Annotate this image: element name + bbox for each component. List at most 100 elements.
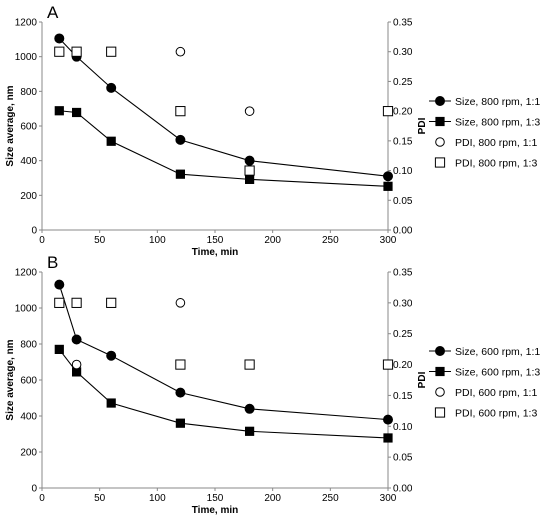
data-point: [383, 171, 393, 182]
panel-label: A: [47, 3, 59, 22]
y-tick-label: 600: [20, 376, 37, 387]
data-point: [175, 169, 185, 179]
x-tick-label: 50: [94, 493, 106, 504]
y-tick-label: 400: [20, 412, 37, 423]
y2-tick-label: 0.20: [393, 360, 413, 371]
series-2: [54, 344, 393, 443]
x-tick-label: 250: [322, 493, 339, 504]
data-point: [175, 359, 186, 370]
panel-label: B: [47, 253, 58, 272]
legend: Size, 600 rpm, 1:1 Size, 600 rpm, 1:3 PDI,…: [429, 346, 540, 419]
data-point: [106, 398, 116, 408]
data-point: [106, 46, 117, 57]
y2-tick-label: 0.10: [393, 166, 413, 177]
series-2: [54, 106, 393, 191]
data-point: [54, 33, 65, 44]
legend-entry: Size, 600 rpm, 1:3: [455, 366, 540, 378]
data-point: [175, 418, 185, 428]
data-point: [54, 297, 65, 308]
legend-entry: Size, 800 rpm, 1:1: [455, 96, 540, 108]
legend-marker: [435, 387, 445, 397]
y-tick-label: 1200: [15, 268, 38, 279]
data-point: [175, 106, 186, 117]
y2-axis-title: PDI: [417, 117, 428, 134]
series-3: [175, 46, 255, 116]
chart-panel-a: 0200400600800100012000.000.050.100.150.2…: [5, 3, 540, 258]
legend-entry: PDI, 800 rpm, 1:3: [455, 157, 537, 169]
data-point: [245, 426, 255, 436]
data-point: [175, 298, 186, 308]
y-tick-label: 800: [20, 340, 37, 351]
y-tick-label: 0: [31, 226, 37, 237]
x-axis-title: Time, min: [192, 247, 239, 258]
x-tick-label: 50: [94, 235, 106, 246]
y2-tick-label: 0.35: [393, 18, 413, 29]
data-point: [175, 387, 186, 398]
legend: Size, 800 rpm, 1:1 Size, 800 rpm, 1:3 PDI,…: [429, 96, 540, 169]
data-point: [106, 297, 117, 308]
data-point: [383, 433, 393, 443]
data-point: [244, 165, 255, 176]
data-point: [175, 134, 186, 145]
x-tick-label: 300: [380, 235, 397, 246]
x-tick-label: 250: [322, 235, 339, 246]
y2-tick-label: 0.00: [393, 226, 413, 237]
y2-axis-title: PDI: [417, 371, 428, 388]
legend-marker: [435, 346, 445, 356]
data-point: [54, 344, 64, 354]
y2-tick-label: 0.30: [393, 298, 413, 309]
y2-tick-label: 0.00: [393, 484, 413, 495]
data-point: [244, 359, 255, 370]
legend-entry: PDI, 800 rpm, 1:1: [455, 137, 537, 149]
y2-tick-label: 0.25: [393, 77, 413, 88]
y-tick-label: 1200: [15, 18, 38, 29]
data-point: [383, 414, 393, 425]
y-tick-label: 200: [20, 191, 37, 202]
data-point: [175, 46, 186, 57]
data-point: [106, 350, 117, 361]
data-point: [245, 174, 255, 184]
x-tick-label: 150: [207, 235, 224, 246]
series-line: [58, 284, 389, 421]
data-point: [244, 155, 255, 166]
x-axis-title: Time, min: [192, 505, 239, 516]
data-point: [54, 106, 64, 116]
y-tick-label: 1000: [15, 304, 38, 315]
data-point: [106, 82, 117, 93]
data-point: [244, 106, 255, 116]
y2-tick-label: 0.15: [393, 136, 413, 147]
y-tick-label: 1000: [15, 52, 38, 63]
legend-entry: PDI, 600 rpm, 1:3: [455, 407, 537, 419]
y2-tick-label: 0.10: [393, 422, 413, 433]
data-point: [382, 359, 394, 370]
series-line: [58, 349, 389, 439]
legend-entry: Size, 600 rpm, 1:1: [455, 346, 540, 358]
legend-marker: [434, 157, 446, 168]
series-1: [54, 279, 393, 425]
x-tick-label: 0: [39, 493, 45, 504]
data-point: [382, 106, 394, 117]
series-line: [58, 38, 389, 177]
series-4: [54, 297, 394, 370]
y2-tick-label: 0.35: [393, 268, 413, 279]
x-tick-label: 150: [207, 493, 224, 504]
x-tick-label: 300: [380, 493, 397, 504]
series-3: [71, 298, 186, 370]
y2-tick-label: 0.20: [393, 107, 413, 118]
data-point: [71, 297, 82, 308]
y2-tick-label: 0.15: [393, 391, 413, 402]
data-point: [106, 136, 116, 146]
y2-tick-label: 0.25: [393, 329, 413, 340]
x-tick-label: 0: [39, 235, 45, 246]
data-point: [71, 359, 82, 370]
chart-panel-b: 0200400600800100012000.000.050.100.150.2…: [5, 253, 540, 516]
series-4: [54, 46, 394, 176]
data-point: [244, 403, 255, 414]
y-tick-label: 800: [20, 87, 37, 98]
data-point: [71, 46, 82, 57]
data-point: [54, 46, 65, 57]
y-tick-label: 600: [20, 122, 37, 133]
data-point: [383, 181, 393, 191]
legend-marker: [435, 137, 445, 147]
